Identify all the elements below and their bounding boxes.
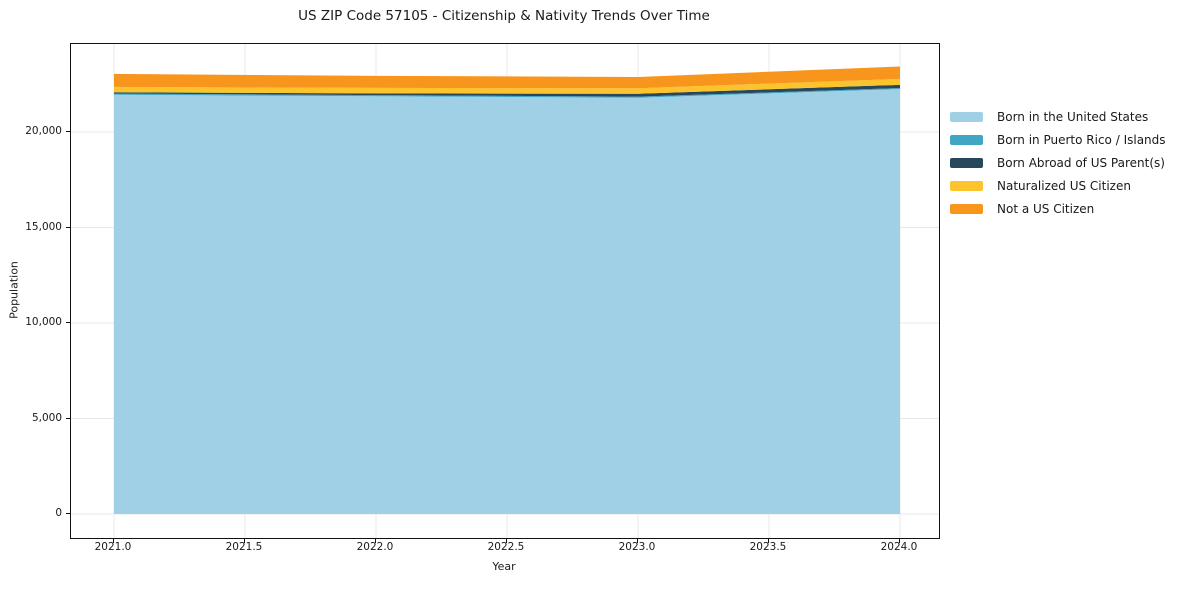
x-tick-label: 2023.5 [749, 541, 787, 553]
area-series-0 [114, 89, 900, 515]
x-tick-label: 2021.0 [94, 541, 132, 553]
x-tick-mark [244, 538, 245, 543]
area-series-1 [114, 88, 900, 98]
legend-label: Born Abroad of US Parent(s) [997, 155, 1165, 170]
legend-swatch-icon [950, 111, 983, 122]
legend-item-0: Born in the United States [950, 105, 1166, 128]
legend-label: Not a US Citizen [997, 201, 1095, 216]
plot-area [70, 43, 940, 539]
x-tick-label: 2022.0 [356, 541, 394, 553]
x-tick-mark [506, 538, 507, 543]
y-tick-label: 0 [55, 507, 62, 519]
x-tick-mark [113, 538, 114, 543]
legend-label: Born in the United States [997, 109, 1149, 124]
x-tick-label: 2024.0 [880, 541, 918, 553]
x-tick-mark [899, 538, 900, 543]
chart-title: US ZIP Code 57105 - Citizenship & Nativi… [298, 8, 710, 24]
legend-item-2: Born Abroad of US Parent(s) [950, 151, 1166, 174]
y-tick-mark [66, 131, 70, 132]
legend-item-3: Naturalized US Citizen [950, 174, 1166, 197]
y-tick-mark [66, 417, 70, 419]
stacked-area-chart [71, 44, 939, 538]
x-tick-label: 2023.0 [618, 541, 656, 553]
x-axis-label: Year [492, 560, 516, 573]
x-tick-label: 2022.5 [487, 541, 525, 553]
area-series-4 [114, 66, 900, 89]
y-tick-mark [66, 322, 70, 323]
y-tick-mark [66, 513, 70, 514]
legend-swatch-icon [950, 203, 983, 214]
y-axis-label: Population [7, 261, 21, 319]
legend-item-4: Not a US Citizen [950, 197, 1166, 220]
y-tick-label: 20,000 [25, 125, 62, 137]
area-series-3 [114, 78, 900, 94]
legend-swatch-icon [950, 134, 983, 145]
legend-label: Born in Puerto Rico / Islands [997, 132, 1166, 147]
y-tick-label: 15,000 [25, 220, 62, 233]
legend-label: Naturalized US Citizen [997, 178, 1131, 193]
y-tick-label: 5,000 [31, 411, 62, 424]
y-tick-mark [66, 226, 70, 228]
legend-swatch-icon [950, 157, 983, 168]
x-tick-mark [768, 538, 769, 543]
legend-swatch-icon [950, 180, 983, 191]
x-tick-mark [637, 538, 638, 543]
area-series-2 [114, 84, 900, 97]
legend: Born in the United States Born in Puerto … [950, 105, 1166, 220]
legend-item-1: Born in Puerto Rico / Islands [950, 128, 1166, 151]
x-tick-mark [375, 538, 376, 543]
x-tick-label: 2021.5 [225, 541, 263, 553]
y-tick-label: 10,000 [25, 316, 62, 328]
